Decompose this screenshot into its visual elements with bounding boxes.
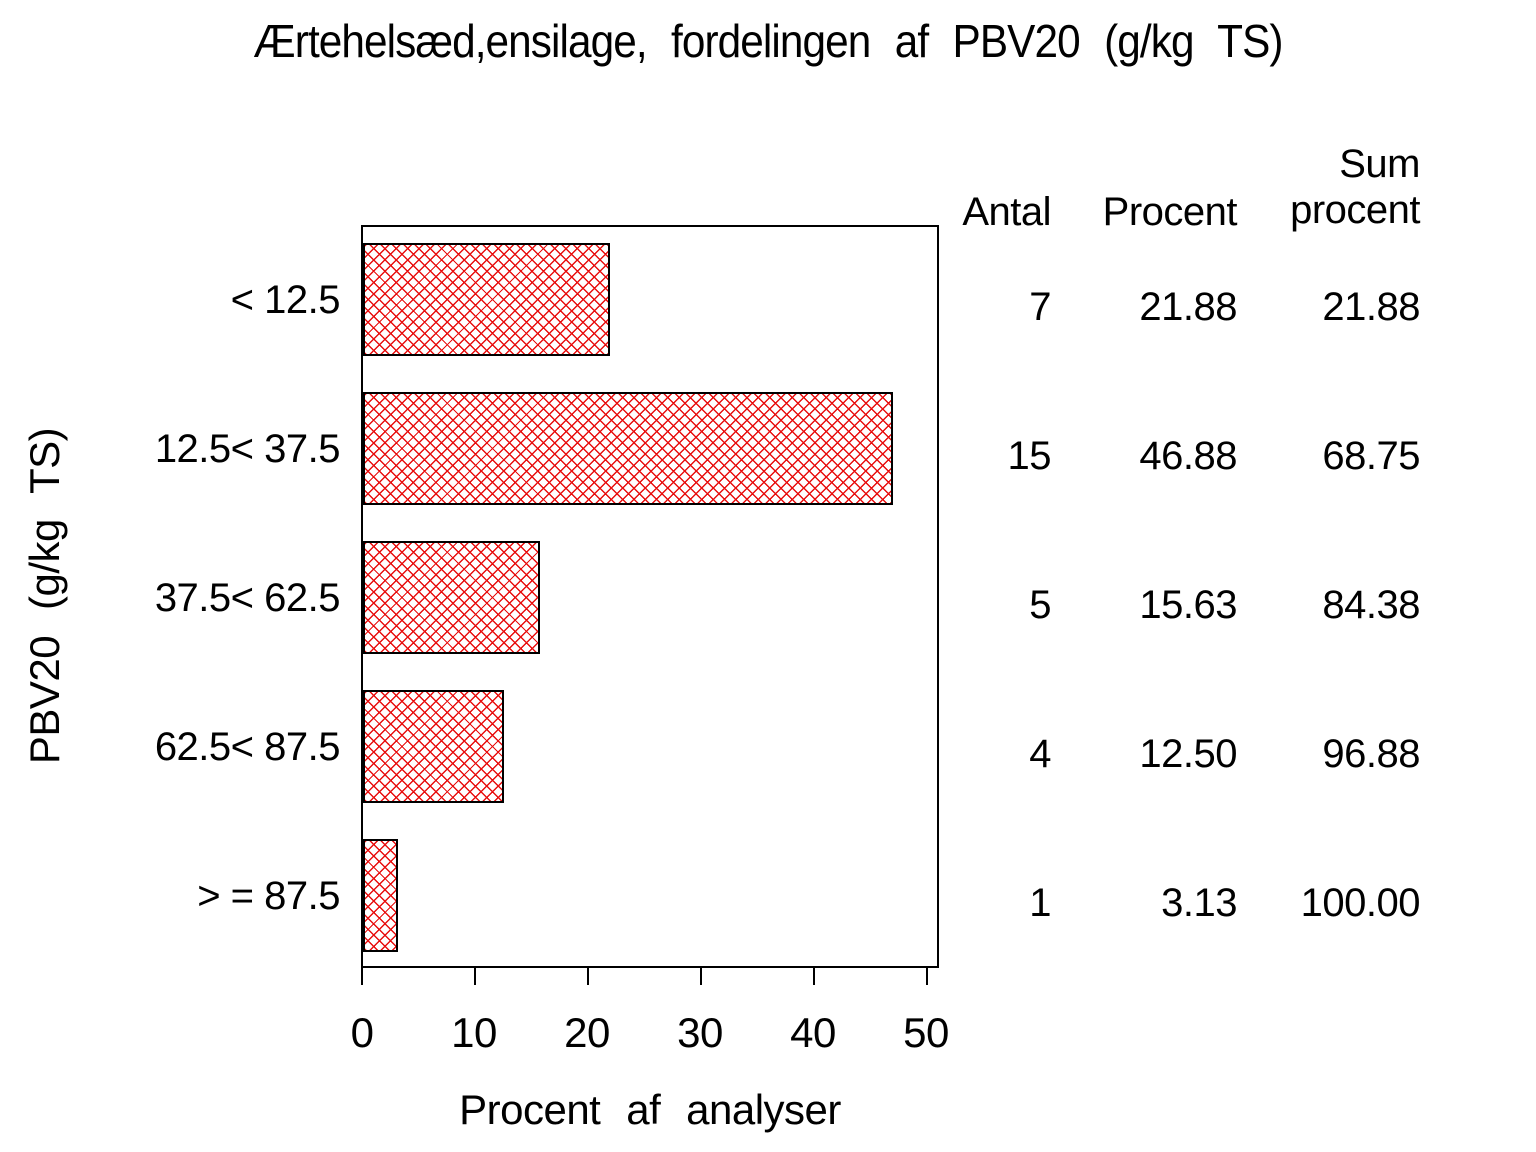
table-cell-antal: 1	[1029, 881, 1051, 925]
table-header-procent: Procent	[1102, 190, 1238, 234]
y-tick-label: < 12.5	[230, 278, 341, 322]
y-axis-title: PBV20 (g/kg TS)	[21, 427, 68, 765]
x-tick-mark	[474, 968, 476, 985]
table-cell-sum-procent: 100.00	[1300, 881, 1421, 925]
table-header-sum-procent: Sum procent	[1230, 141, 1420, 233]
table-cell-antal: 4	[1029, 732, 1051, 776]
table-cell-antal: 5	[1029, 583, 1051, 627]
x-tick-label: 10	[451, 1009, 497, 1056]
table-cell-antal: 7	[1029, 285, 1051, 329]
table-cell-procent: 15.63	[1139, 583, 1237, 627]
y-tick-label: > = 87.5	[197, 874, 340, 918]
table-header-sum-line1: Sum	[1339, 142, 1420, 186]
x-tick-mark	[361, 968, 363, 985]
y-tick-label: 62.5< 87.5	[154, 725, 341, 769]
y-tick-label: 37.5< 62.5	[154, 576, 341, 620]
bar	[363, 392, 893, 505]
bar	[363, 690, 504, 803]
table-cell-sum-procent: 21.88	[1322, 285, 1420, 329]
x-tick-label: 50	[903, 1009, 949, 1056]
x-tick-label: 20	[564, 1009, 610, 1056]
table-cell-sum-procent: 84.38	[1322, 583, 1420, 627]
x-tick-mark	[700, 968, 702, 985]
plot-area	[361, 225, 939, 968]
table-header-antal: Antal	[962, 190, 1051, 234]
x-tick-mark	[813, 968, 815, 985]
table-cell-procent: 3.13	[1161, 881, 1237, 925]
table-cell-sum-procent: 96.88	[1322, 732, 1420, 776]
y-tick-label: 12.5< 37.5	[154, 427, 341, 471]
x-tick-label: 0	[350, 1009, 374, 1056]
table-cell-antal: 15	[1007, 434, 1052, 478]
bar	[363, 243, 610, 356]
x-tick-label: 40	[790, 1009, 836, 1056]
chart-title: Ærtehelsæd,ensilage, fordelingen af PBV2…	[253, 15, 1283, 67]
table-header-sum-line2: procent	[1290, 188, 1420, 232]
table-cell-procent: 21.88	[1139, 285, 1237, 329]
table-cell-procent: 12.50	[1139, 732, 1237, 776]
bar	[363, 541, 540, 654]
x-tick-label: 30	[677, 1009, 723, 1056]
x-tick-mark	[587, 968, 589, 985]
bar	[363, 839, 398, 952]
x-tick-mark	[926, 968, 928, 985]
table-cell-sum-procent: 68.75	[1322, 434, 1420, 478]
table-cell-procent: 46.88	[1139, 434, 1237, 478]
x-axis-title: Procent af analyser	[459, 1086, 841, 1133]
